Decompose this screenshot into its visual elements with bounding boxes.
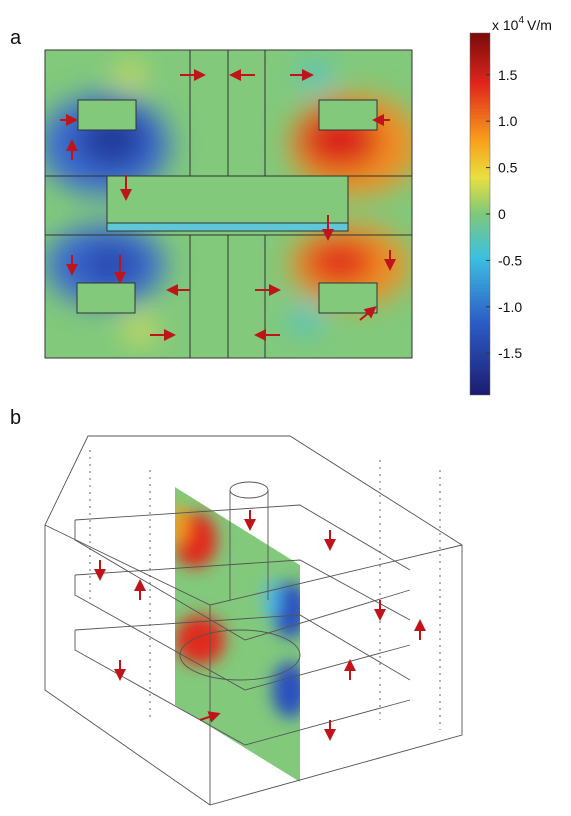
unit-exponent: 4: [518, 15, 524, 26]
panel-label: a: [10, 27, 22, 49]
figure: a: [0, 0, 571, 816]
colorbar-tick-label: 1.5: [498, 67, 518, 83]
colorbar-tick-label: -1.0: [498, 299, 522, 315]
field-map: [40, 50, 420, 358]
colorbar-tick-label: 0: [498, 206, 506, 222]
panel-label: b: [10, 407, 21, 429]
3d-view: [45, 436, 462, 805]
colorbar-tick-label: 1.0: [498, 113, 518, 129]
unit-suffix: V/m: [527, 17, 552, 33]
colorbar-tick-label: -1.5: [498, 345, 522, 361]
unit-prefix: x 10: [492, 17, 519, 33]
colorbar-tick-label: -0.5: [498, 252, 522, 268]
colorbar-tick-label: 0.5: [498, 160, 518, 176]
